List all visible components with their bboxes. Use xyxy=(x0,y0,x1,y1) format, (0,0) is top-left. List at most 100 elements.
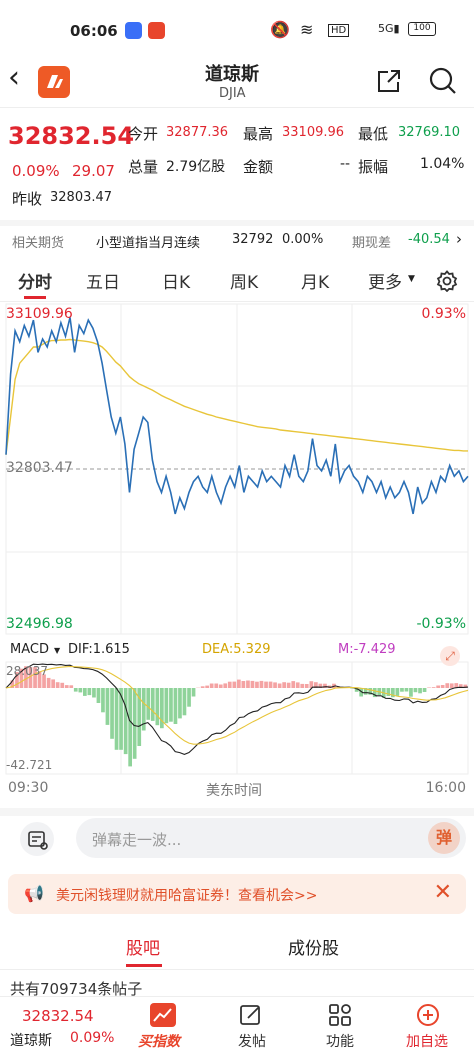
promo-banner[interactable]: 📢 美元闲钱理财就用哈富证券！查看机会>> ✕ xyxy=(8,874,466,914)
macd-bar xyxy=(74,688,78,692)
close-icon[interactable]: ✕ xyxy=(434,880,452,905)
macd-bar xyxy=(51,679,55,688)
macd-bar xyxy=(65,685,69,688)
prev-close-label: 昨收 xyxy=(12,188,42,209)
macd-bar xyxy=(242,681,246,688)
search-icon[interactable] xyxy=(428,66,458,100)
macd-axis-bottom: -42.721 xyxy=(6,758,52,772)
macd-bar xyxy=(165,688,169,723)
macd-bar xyxy=(106,688,110,725)
pct-axis-bottom: -0.93% xyxy=(416,616,466,632)
macd-bar xyxy=(291,681,295,688)
tab-intraday[interactable]: 分时 xyxy=(18,268,52,293)
caret-down-icon: ▼ xyxy=(408,274,415,284)
macd-bar xyxy=(178,688,182,718)
futures-label: 相关期货 xyxy=(12,232,64,251)
macd-bar xyxy=(264,682,268,688)
high-label: 最高 xyxy=(243,123,273,144)
hd-icon: HD xyxy=(328,24,349,37)
macd-bar xyxy=(110,688,114,739)
macd-bar xyxy=(305,684,309,688)
macd-bar xyxy=(56,682,60,688)
price-axis-mid: 32803.47 xyxy=(6,460,73,476)
tab-weekly-k[interactable]: 周K xyxy=(230,268,258,293)
app-notification-icon-2 xyxy=(148,22,165,39)
tab-constituents[interactable]: 成份股 xyxy=(288,934,339,959)
volume-value: 2.79亿股 xyxy=(166,156,225,176)
macd-bar xyxy=(405,688,409,692)
macd-bar xyxy=(409,688,413,697)
macd-bar xyxy=(260,681,264,688)
prev-close: 32803.47 xyxy=(50,190,112,205)
m-value: M:-7.429 xyxy=(338,642,396,657)
time-axis-end: 16:00 xyxy=(426,780,466,796)
macd-bar xyxy=(88,688,92,695)
tab-five-day[interactable]: 五日 xyxy=(86,268,120,293)
edit-icon xyxy=(238,1003,264,1031)
tab-monthly-k[interactable]: 月K xyxy=(301,268,329,293)
back-icon[interactable]: ‹ xyxy=(8,60,20,95)
megaphone-icon: 📢 xyxy=(24,884,44,903)
plus-circle-icon xyxy=(416,1003,440,1031)
tab-more[interactable]: 更多 xyxy=(368,268,402,293)
tab-forum[interactable]: 股吧 xyxy=(126,934,160,959)
time-axis-start: 09:30 xyxy=(8,780,48,796)
macd-bar xyxy=(174,688,178,724)
low-label: 最低 xyxy=(358,123,388,144)
macd-bar xyxy=(414,688,418,692)
macd-bar xyxy=(251,681,255,688)
share-icon[interactable] xyxy=(376,68,402,98)
expand-icon[interactable]: ⤢ xyxy=(440,646,460,666)
bottom-toolbar: 32832.54 道琼斯 0.09% 买指数 发帖 功能 加自选 xyxy=(0,996,474,1053)
mini-pct: 0.09% xyxy=(70,1030,114,1046)
macd-bar xyxy=(146,688,150,720)
grid-icon xyxy=(328,1003,352,1031)
danmu-toggle-button[interactable]: 弹 xyxy=(428,822,460,854)
page-subtitle: DJIA xyxy=(219,86,246,101)
current-price: 32832.54 xyxy=(8,122,134,150)
macd-bar xyxy=(228,682,232,688)
section-indicator xyxy=(126,964,162,967)
change-percent: 0.09% xyxy=(12,162,60,180)
macd-bar xyxy=(287,683,291,688)
macd-bar xyxy=(210,684,214,689)
function-button[interactable]: 功能 xyxy=(300,997,380,1054)
divider xyxy=(0,808,474,816)
mini-quote[interactable]: 32832.54 道琼斯 0.09% xyxy=(0,997,120,1054)
app-header: ‹ 道琼斯 DJIA xyxy=(0,52,474,108)
promo-text: 美元闲钱理财就用哈富证券！查看机会>> xyxy=(56,885,317,905)
comment-bar: 弹幕走一波... 弹 xyxy=(0,808,474,864)
macd-bar xyxy=(255,682,259,688)
danmu-input[interactable]: 弹幕走一波... 弹 xyxy=(76,818,466,858)
chart-svg[interactable] xyxy=(0,302,474,802)
related-futures-row[interactable]: 相关期货 小型道指当月连续 32792 0.00% 期现差 -40.54 › xyxy=(0,220,474,256)
macd-bar xyxy=(79,688,83,692)
tab-daily-k[interactable]: 日K xyxy=(162,268,190,293)
mini-price: 32832.54 xyxy=(22,1007,94,1025)
post-button[interactable]: 发帖 xyxy=(212,997,292,1054)
macd-bar xyxy=(101,688,105,712)
macd-bar xyxy=(187,688,191,707)
macd-bar xyxy=(201,686,205,688)
danmu-list-icon[interactable] xyxy=(20,822,54,856)
intraday-chart[interactable]: 33109.96 32803.47 32496.98 0.93% -0.93% … xyxy=(0,302,474,802)
caret-down-icon: ▼ xyxy=(54,646,60,655)
signal-icon: 5G▮ xyxy=(378,22,400,35)
futures-name: 小型道指当月连续 xyxy=(96,232,200,251)
mute-icon: 🔕 xyxy=(270,20,290,39)
open-value: 32877.36 xyxy=(166,125,228,140)
macd-selector[interactable]: MACD xyxy=(10,642,49,657)
macd-bar xyxy=(269,682,273,688)
buy-index-button[interactable]: 买指数 xyxy=(124,997,204,1054)
section-tabs: 股吧 成份股 xyxy=(0,922,474,970)
macd-bar xyxy=(436,686,440,689)
add-watchlist-button[interactable]: 加自选 xyxy=(388,997,468,1054)
app-notification-icon xyxy=(125,22,142,39)
chart-tabs: 分时 五日 日K 周K 月K 更多 ▼ xyxy=(0,258,474,302)
macd-axis-top: 28.037 xyxy=(6,664,48,678)
settings-icon[interactable] xyxy=(436,270,458,296)
macd-bar xyxy=(69,685,73,688)
danmu-placeholder: 弹幕走一波... xyxy=(92,829,181,850)
chevron-right-icon: › xyxy=(456,230,462,248)
macd-bar xyxy=(441,685,445,688)
